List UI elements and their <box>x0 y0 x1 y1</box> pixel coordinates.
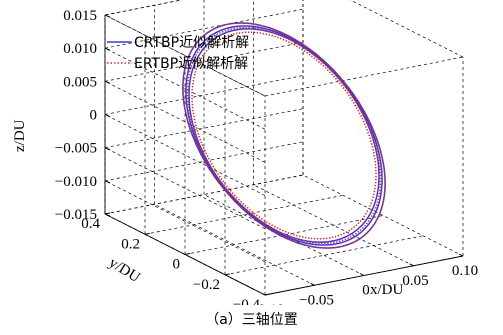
z-tick-mark <box>104 14 111 18</box>
z-tick-label: 0.010 <box>63 41 97 57</box>
y-tick-mark <box>144 232 151 235</box>
x-tick-label: 0.05 <box>402 273 428 289</box>
y-tick-mark <box>264 293 271 296</box>
box-edge-dashed <box>349 0 464 58</box>
z-tick-label: 0.005 <box>63 74 97 90</box>
z-tick-label: −0.010 <box>55 174 97 190</box>
z-tick-label: −0.005 <box>55 141 97 157</box>
x-tick-mark <box>409 263 414 267</box>
figure-caption: （a）三轴位置 <box>205 312 298 328</box>
z-tick-label: 0.015 <box>63 8 97 24</box>
grid-floor-y <box>184 215 384 255</box>
y-axis-label: y/DU <box>106 255 143 286</box>
axes-box-back <box>104 0 464 256</box>
z-tick-mark <box>104 213 111 217</box>
z-tick-mark <box>104 47 111 51</box>
x-tick-mark <box>260 292 266 296</box>
grid-floor-y <box>144 194 344 235</box>
grid-backwall-z <box>104 108 304 149</box>
box-edge-dashed <box>264 56 464 97</box>
x-tick-label: 0.10 <box>452 263 478 279</box>
y-tick-mark <box>224 273 231 276</box>
z-tick-label: 0 <box>90 108 98 124</box>
x-axis-label: x/DU <box>370 282 404 298</box>
y-tick-label: 0.2 <box>121 236 140 252</box>
y-tick-mark <box>104 212 111 215</box>
orbit-ertbp-loop <box>186 26 382 245</box>
z-tick-mark <box>104 114 111 117</box>
y-tick-label: −0.2 <box>193 277 220 293</box>
z-axis-label: z/DU <box>12 119 28 152</box>
grid-backwall-z <box>104 75 304 115</box>
grid-backwall-z <box>104 141 304 182</box>
z-tick-mark <box>104 180 111 184</box>
x-tick-mark <box>359 273 365 276</box>
orbit-ertbp-loop <box>191 31 377 240</box>
z-tick-mark <box>104 147 111 151</box>
tick-labels: −0.10 −0.05 0 0.05 0.10 −0.4 −0.2 0 0.2 0.4−0.015… <box>55 8 478 305</box>
legend: CRTBP近似解析解 ERTBP近似解析解 <box>107 35 249 72</box>
grid-backwall-z <box>104 174 304 215</box>
grid-backwall-z <box>104 8 304 49</box>
z-tick-mark <box>104 80 111 84</box>
y-tick-label: 0.4 <box>81 216 100 232</box>
grid-backwall-z <box>104 41 304 82</box>
x-tick-mark <box>310 282 315 286</box>
grid-floor-y <box>224 235 424 276</box>
y-tick-label: −0.4 <box>233 297 261 305</box>
orbit-crtbp-loop <box>182 22 386 249</box>
legend-label-crtbp: CRTBP近似解析解 <box>134 35 249 51</box>
y-tick-label: 0 <box>173 257 181 273</box>
orbit-3d-chart: −0.10 −0.05 0 0.05 0.10 −0.4 −0.2 0 0.2 0.4−0.015… <box>12 0 478 305</box>
x-tick-label: 0 <box>362 283 370 299</box>
orbit-crtbp-loop <box>185 25 383 246</box>
x-tick-label: −0.05 <box>299 292 334 305</box>
z-tick-label: −0.015 <box>55 207 97 223</box>
x-tick-mark <box>458 253 464 257</box>
y-tick-mark <box>184 253 191 255</box>
box-edge-dashed <box>104 0 183 16</box>
orbit-series <box>182 22 386 249</box>
x-tick-label: −0.10 <box>250 302 285 305</box>
axes-box-front <box>104 14 464 296</box>
legend-label-ertbp: ERTBP近似解析解 <box>134 56 248 72</box>
